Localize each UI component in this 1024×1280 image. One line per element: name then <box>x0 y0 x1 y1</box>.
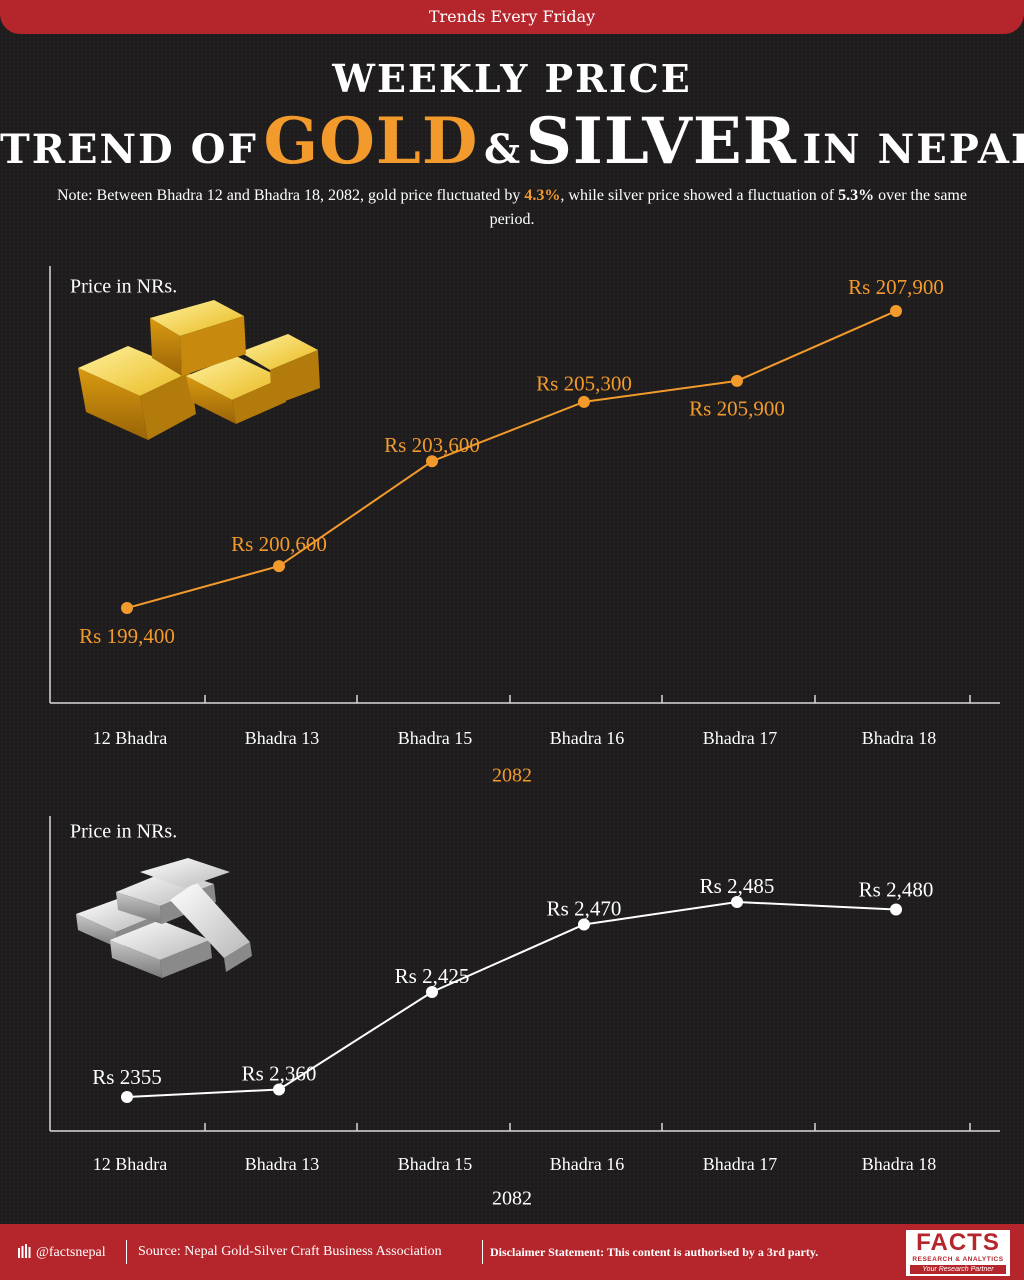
gold-chart-category-label: 12 Bhadra <box>93 728 167 748</box>
silver-chart-data-label: Rs 2,480 <box>859 877 934 901</box>
silver-chart-data-label: Rs 2,485 <box>700 874 775 898</box>
gold-chart-category-label: Bhadra 17 <box>703 728 777 748</box>
banner-text: Trends Every Friday <box>428 7 596 26</box>
gold-chart-data-label: Rs 205,300 <box>536 372 632 396</box>
footer-separator <box>126 1240 127 1264</box>
footer-handle-text: @factsnepal <box>36 1245 106 1260</box>
silver-chart-data-point <box>890 903 902 916</box>
gold-chart-data-point <box>731 374 743 387</box>
silver-chart-data-label: Rs 2,470 <box>547 896 622 920</box>
gold-chart-data-label: Rs 199,400 <box>79 624 175 648</box>
silver-chart-data-label: Rs 2355 <box>92 1065 161 1089</box>
silver-chart-data-point <box>426 986 438 998</box>
note-part3: over the same period. <box>489 187 967 228</box>
silver-chart-ylabel: Price in NRs. <box>70 821 177 843</box>
gold-chart-category-label: Bhadra 18 <box>862 728 936 748</box>
silver-chart-data-point <box>273 1083 285 1096</box>
silver-chart-data-point <box>578 918 590 931</box>
title-line1: WEEKLY PRICE <box>332 56 692 101</box>
gold-chart-ylabel: Price in NRs. <box>70 276 177 298</box>
note-gold-pct: 4.3% <box>524 187 561 204</box>
top-banner: Trends Every Friday <box>0 0 1024 34</box>
title-amp: & <box>483 126 521 173</box>
silver-chart-data-label: Rs 2,360 <box>242 1061 317 1085</box>
gold-chart-data-point <box>121 602 133 614</box>
gold-chart-data-point <box>578 395 590 408</box>
note-silver-pct: 5.3% <box>838 187 875 204</box>
silver-chart-category-label: Bhadra 18 <box>862 1154 936 1174</box>
gold-bars-icon <box>78 300 320 440</box>
bar-chart-icon <box>18 1244 31 1258</box>
title-suffix: IN NEPAL <box>802 126 1024 173</box>
gold-chart-xlabel: 2082 <box>492 765 532 787</box>
gold-chart-data-point <box>890 305 902 317</box>
gold-chart-data-label: Rs 205,900 <box>689 397 785 421</box>
silver-chart-data-label: Rs 2,425 <box>395 964 470 988</box>
gold-chart-data-point <box>426 455 438 468</box>
silver-bars-icon <box>76 858 252 978</box>
title-gold: GOLD <box>263 104 479 179</box>
silver-chart-xlabel: 2082 <box>492 1188 532 1210</box>
gold-chart-data-label: Rs 200,600 <box>231 532 327 556</box>
silver-chart-data-point <box>731 896 743 908</box>
footer-source: Source: Nepal Gold-Silver Craft Business… <box>138 1244 442 1259</box>
title-silver: SILVER <box>525 104 797 179</box>
gold-chart-category-label: Bhadra 13 <box>245 728 319 748</box>
silver-chart-data-point <box>121 1091 133 1103</box>
logo-tag: Your Research Partner <box>910 1265 1006 1274</box>
gold-chart-category-label: Bhadra 16 <box>550 728 624 748</box>
title-prefix: TREND OF <box>0 126 258 173</box>
gold-chart-data-label: Rs 207,900 <box>848 275 944 299</box>
silver-chart-category-label: 12 Bhadra <box>93 1154 167 1174</box>
logo-sub: RESEARCH & ANALYTICS <box>912 1256 1004 1263</box>
silver-chart-category-label: Bhadra 17 <box>703 1154 777 1174</box>
note-part2: , while silver price showed a fluctuatio… <box>560 187 839 204</box>
note: Note: Between Bhadra 12 and Bhadra 18, 2… <box>40 184 984 232</box>
silver-chart-category-label: Bhadra 15 <box>398 1154 472 1174</box>
logo-name: FACTS <box>916 1229 1000 1256</box>
charts-svg: Price in NRs. 12 Bhadra Bhadra 13 Bhadra 15… <box>49 266 1000 1210</box>
silver-chart-category-label: Bhadra 16 <box>550 1154 624 1174</box>
footer-disclaimer: Disclaimer Statement: This content is au… <box>490 1245 819 1259</box>
gold-chart-data-point <box>273 560 285 573</box>
footer: @factsnepal Source: Nepal Gold-Silver Cr… <box>0 1224 1024 1280</box>
gold-chart-series-line <box>126 310 897 609</box>
silver-chart-series-line <box>126 900 897 1098</box>
title-line2: TREND OF GOLD & SILVER IN NEPAL <box>0 104 1024 179</box>
facts-logo: FACTS RESEARCH & ANALYTICS Your Research… <box>906 1230 1010 1276</box>
footer-separator <box>482 1240 483 1264</box>
gold-chart-category-label: Bhadra 15 <box>398 728 472 748</box>
note-part1: Note: Between Bhadra 12 and Bhadra 18, 2… <box>57 187 525 204</box>
silver-chart-category-label: Bhadra 13 <box>245 1154 319 1174</box>
footer-handle[interactable]: @factsnepal <box>18 1244 106 1261</box>
gold-chart-data-label: Rs 203,600 <box>384 433 480 457</box>
